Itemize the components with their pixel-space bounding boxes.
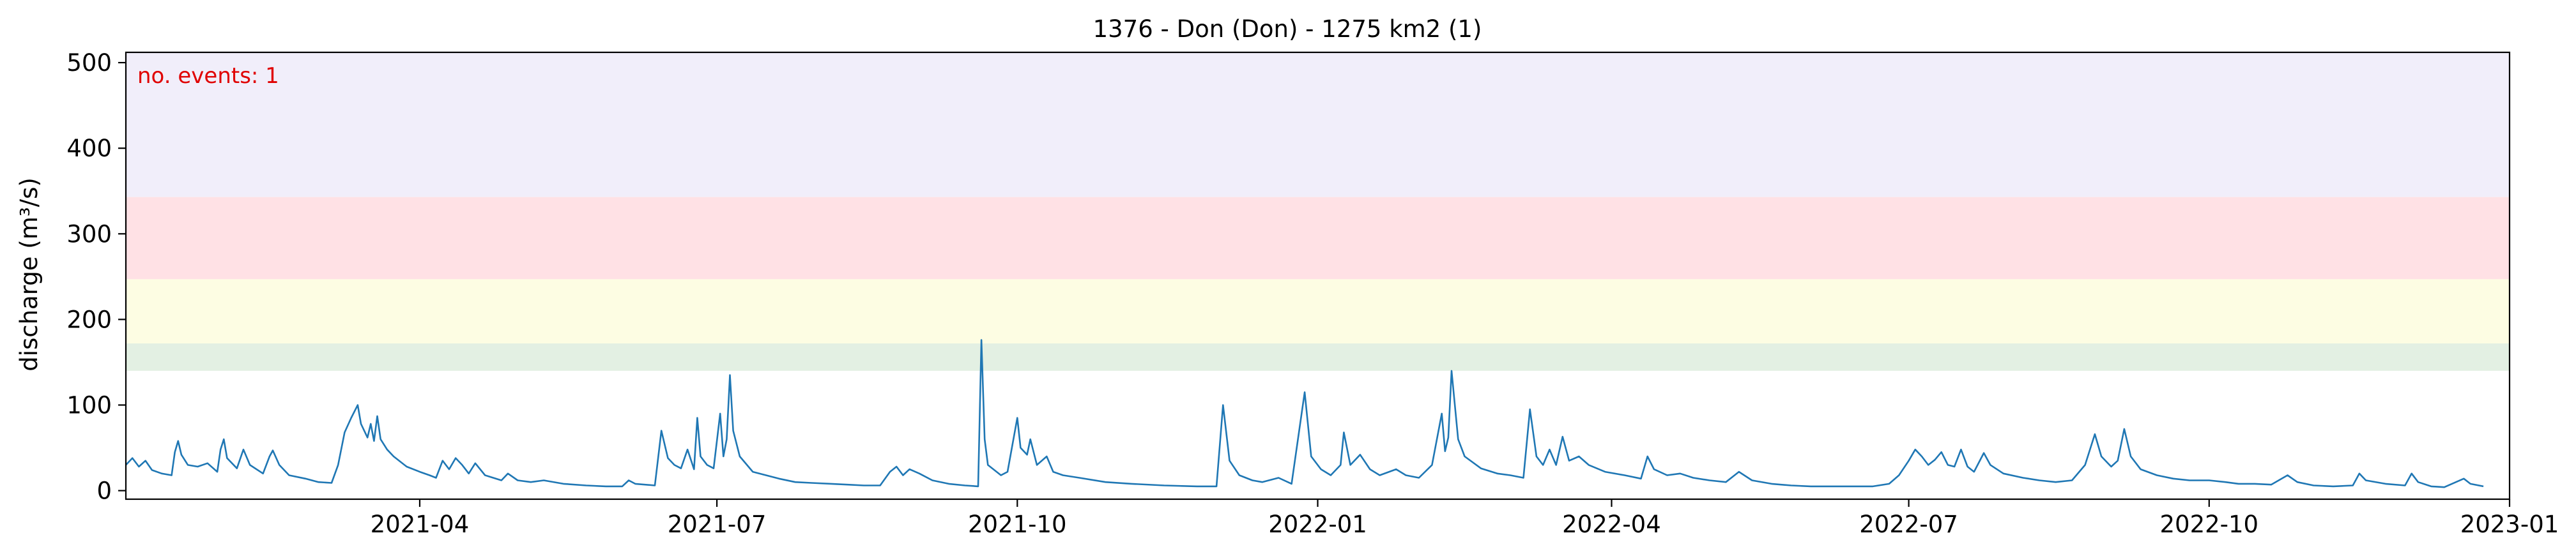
tick-layer: 0 100 200 300 400 500 2021-04 2021-07 2021-10 202… xyxy=(66,49,2559,538)
event-count-annotation: no. events: 1 xyxy=(137,63,279,89)
threshold-band-1 xyxy=(126,343,2510,371)
threshold-band-3 xyxy=(126,197,2510,280)
series-line-1 xyxy=(125,339,2484,488)
y-tick-label-300: 300 xyxy=(66,220,112,248)
x-tick-label-2022-01: 2022-01 xyxy=(1268,511,1367,538)
x-tick-label-2022-10: 2022-10 xyxy=(2159,511,2258,538)
x-tick-label-2023-01: 2023-01 xyxy=(2460,511,2559,538)
chart-title: 1376 - Don (Don) - 1275 km2 (1) xyxy=(1093,15,1482,43)
x-tick-label-2021-10: 2021-10 xyxy=(968,511,1067,538)
x-tick-label-2022-07: 2022-07 xyxy=(1859,511,1958,538)
y-axis-label: discharge (m³/s) xyxy=(15,177,43,372)
threshold-band-4 xyxy=(126,52,2510,197)
y-tick-label-100: 100 xyxy=(66,391,112,419)
y-tick-label-400: 400 xyxy=(66,135,112,162)
y-tick-label-200: 200 xyxy=(66,306,112,333)
threshold-bands xyxy=(126,52,2510,371)
y-tick-label-500: 500 xyxy=(66,49,112,77)
x-tick-label-2022-04: 2022-04 xyxy=(1562,511,1661,538)
threshold-band-2 xyxy=(126,279,2510,343)
series-layer xyxy=(125,339,2484,488)
x-tick-label-2021-07: 2021-07 xyxy=(668,511,767,538)
y-tick-label-0: 0 xyxy=(96,477,112,505)
x-tick-label-2021-04: 2021-04 xyxy=(371,511,470,538)
